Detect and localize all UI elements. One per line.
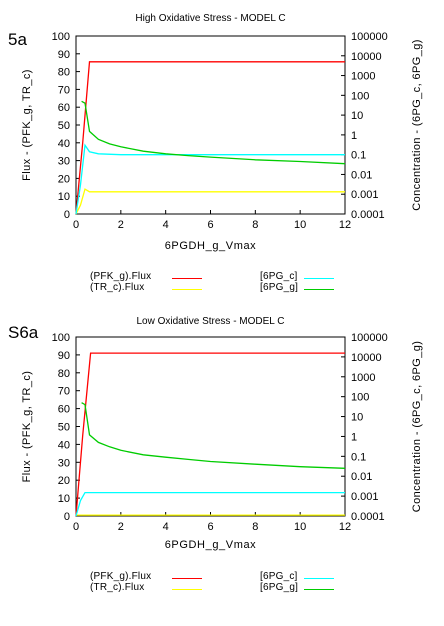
legend-label: [6PG_c] bbox=[260, 271, 298, 282]
y-left-tick-label: 70 bbox=[58, 386, 70, 398]
y-right-tick-label: 0.001 bbox=[351, 189, 379, 201]
y-right-tick-label: 0.01 bbox=[351, 169, 372, 181]
x-tick-label: 12 bbox=[339, 219, 351, 231]
x-tick-label: 8 bbox=[252, 219, 258, 231]
y-right-tick-label: 0.01 bbox=[351, 471, 372, 483]
plot-frame bbox=[75, 336, 346, 517]
y-right-tick-label: 0.1 bbox=[351, 150, 366, 162]
x-tick-label: 6 bbox=[207, 521, 213, 533]
y-right-tick-label: 10 bbox=[351, 412, 363, 424]
y-right-tick-label: 10 bbox=[351, 110, 363, 122]
y-right-tick-label: 100 bbox=[351, 392, 369, 404]
series-line-2 bbox=[75, 143, 345, 215]
series-line-0 bbox=[75, 61, 345, 215]
y-right-tick-label: 1000 bbox=[351, 71, 375, 83]
legend-label: [6PG_g] bbox=[260, 282, 299, 293]
panel-label-5a: 5a bbox=[8, 30, 27, 49]
x-axis-label: 6PGDH_g_Vmax bbox=[165, 240, 257, 252]
y-left-tick-label: 10 bbox=[58, 493, 70, 505]
legend-s6a: (PFK_g).Flux (TR_c).Flux [6PG_c] [6PG_g] bbox=[0, 571, 444, 611]
x-axis-label: 6PGDH_g_Vmax bbox=[165, 539, 257, 551]
x-tick-label: 4 bbox=[163, 521, 169, 533]
series-line-2 bbox=[75, 491, 345, 517]
y-left-tick-label: 30 bbox=[58, 457, 70, 469]
legend-swatch bbox=[172, 278, 202, 279]
series-line-3 bbox=[81, 402, 346, 469]
y-left-tick-label: 100 bbox=[52, 332, 70, 344]
chart-title: High Oxidative Stress - MODEL C bbox=[135, 13, 285, 24]
x-tick-label: 8 bbox=[252, 521, 258, 533]
y-left-tick-label: 10 bbox=[58, 191, 70, 203]
y-left-tick-label: 90 bbox=[58, 49, 70, 61]
y-right-tick-label: 0.001 bbox=[351, 491, 379, 503]
y-right-tick-label: 100000 bbox=[351, 31, 388, 43]
legend-label: [6PG_c] bbox=[260, 571, 298, 582]
y-right-tick-label: 0.0001 bbox=[351, 209, 385, 221]
x-tick-label: 6 bbox=[207, 219, 213, 231]
y-left-tick-label: 30 bbox=[58, 156, 70, 168]
y-right-tick-label: 10000 bbox=[351, 352, 382, 364]
y-right-tick-label: 100000 bbox=[351, 332, 388, 344]
y-right-tick-label: 0.1 bbox=[351, 451, 366, 463]
y-left-tick-label: 40 bbox=[58, 138, 70, 150]
legend-label: (PFK_g).Flux bbox=[90, 271, 152, 282]
chart-svg-5a: High Oxidative Stress - MODEL C010203040… bbox=[21, 13, 423, 252]
x-tick-label: 4 bbox=[163, 219, 169, 231]
chart-svg-s6a: Low Oxidative Stress - MODEL C0102030405… bbox=[21, 316, 423, 551]
x-tick-label: 0 bbox=[73, 521, 79, 533]
x-tick-label: 10 bbox=[294, 521, 306, 533]
y-left-tick-label: 80 bbox=[58, 368, 70, 380]
y-right-tick-label: 0.0001 bbox=[351, 511, 385, 523]
plot-frame bbox=[75, 35, 346, 215]
y-right-axis-label: Concentration - (6PG_c, 6PG_g) bbox=[411, 39, 423, 211]
legend-swatch bbox=[304, 278, 334, 279]
legend-swatch bbox=[172, 589, 202, 590]
x-tick-label: 2 bbox=[118, 521, 124, 533]
series-line-0 bbox=[75, 352, 345, 517]
y-right-tick-label: 10000 bbox=[351, 51, 382, 63]
chart-panel-5a: High Oxidative Stress - MODEL C 0 10 20 30 40… bbox=[0, 13, 444, 311]
legend-label: [6PG_g] bbox=[260, 582, 299, 593]
y-left-tick-label: 100 bbox=[52, 31, 70, 43]
y-left-tick-label: 70 bbox=[58, 84, 70, 96]
legend-label: (TR_c).Flux bbox=[90, 282, 145, 293]
y-right-tick-label: 1000 bbox=[351, 372, 375, 384]
y-right-tick-label: 100 bbox=[351, 90, 369, 102]
legend-swatch bbox=[304, 289, 334, 290]
y-left-tick-label: 90 bbox=[58, 350, 70, 362]
legend-label: (TR_c).Flux bbox=[90, 582, 145, 593]
y-left-tick-label: 60 bbox=[58, 404, 70, 416]
chart-panel-s6a: Low Oxidative Stress - MODEL C 0 10 20 30 40 5… bbox=[0, 313, 444, 626]
series-line-3 bbox=[81, 100, 346, 165]
y-left-tick-label: 20 bbox=[58, 475, 70, 487]
legend-swatch bbox=[172, 578, 202, 579]
chart-title: Low Oxidative Stress - MODEL C bbox=[136, 316, 284, 327]
x-tick-label: 12 bbox=[339, 521, 351, 533]
y-left-axis-label: Flux - (PFK_g, TR_c) bbox=[21, 371, 33, 483]
x-tick-label: 10 bbox=[294, 219, 306, 231]
series-line-1 bbox=[75, 188, 345, 215]
y-right-tick-label: 1 bbox=[351, 130, 357, 142]
y-left-tick-label: 40 bbox=[58, 439, 70, 451]
panel-label-s6a: S6a bbox=[8, 323, 39, 342]
y-left-tick-label: 60 bbox=[58, 102, 70, 114]
y-left-axis-label: Flux - (PFK_g, TR_c) bbox=[21, 69, 33, 181]
y-left-tick-label: 50 bbox=[58, 120, 70, 132]
legend-label: (PFK_g).Flux bbox=[90, 571, 152, 582]
y-right-axis-label: Concentration - (6PG_c, 6PG_g) bbox=[411, 341, 423, 513]
legend-5a: (PFK_g).Flux (TR_c).Flux [6PG_c] [6PG_g] bbox=[0, 271, 444, 311]
y-left-tick-label: 50 bbox=[58, 422, 70, 434]
x-tick-label: 0 bbox=[73, 219, 79, 231]
legend-swatch bbox=[304, 589, 334, 590]
legend-swatch bbox=[172, 289, 202, 290]
legend-swatch bbox=[304, 578, 334, 579]
y-left-tick-label: 0 bbox=[64, 209, 70, 221]
y-left-tick-label: 20 bbox=[58, 173, 70, 185]
y-left-tick-label: 80 bbox=[58, 67, 70, 79]
y-right-tick-label: 1 bbox=[351, 431, 357, 443]
y-left-tick-label: 0 bbox=[64, 511, 70, 523]
x-tick-label: 2 bbox=[118, 219, 124, 231]
